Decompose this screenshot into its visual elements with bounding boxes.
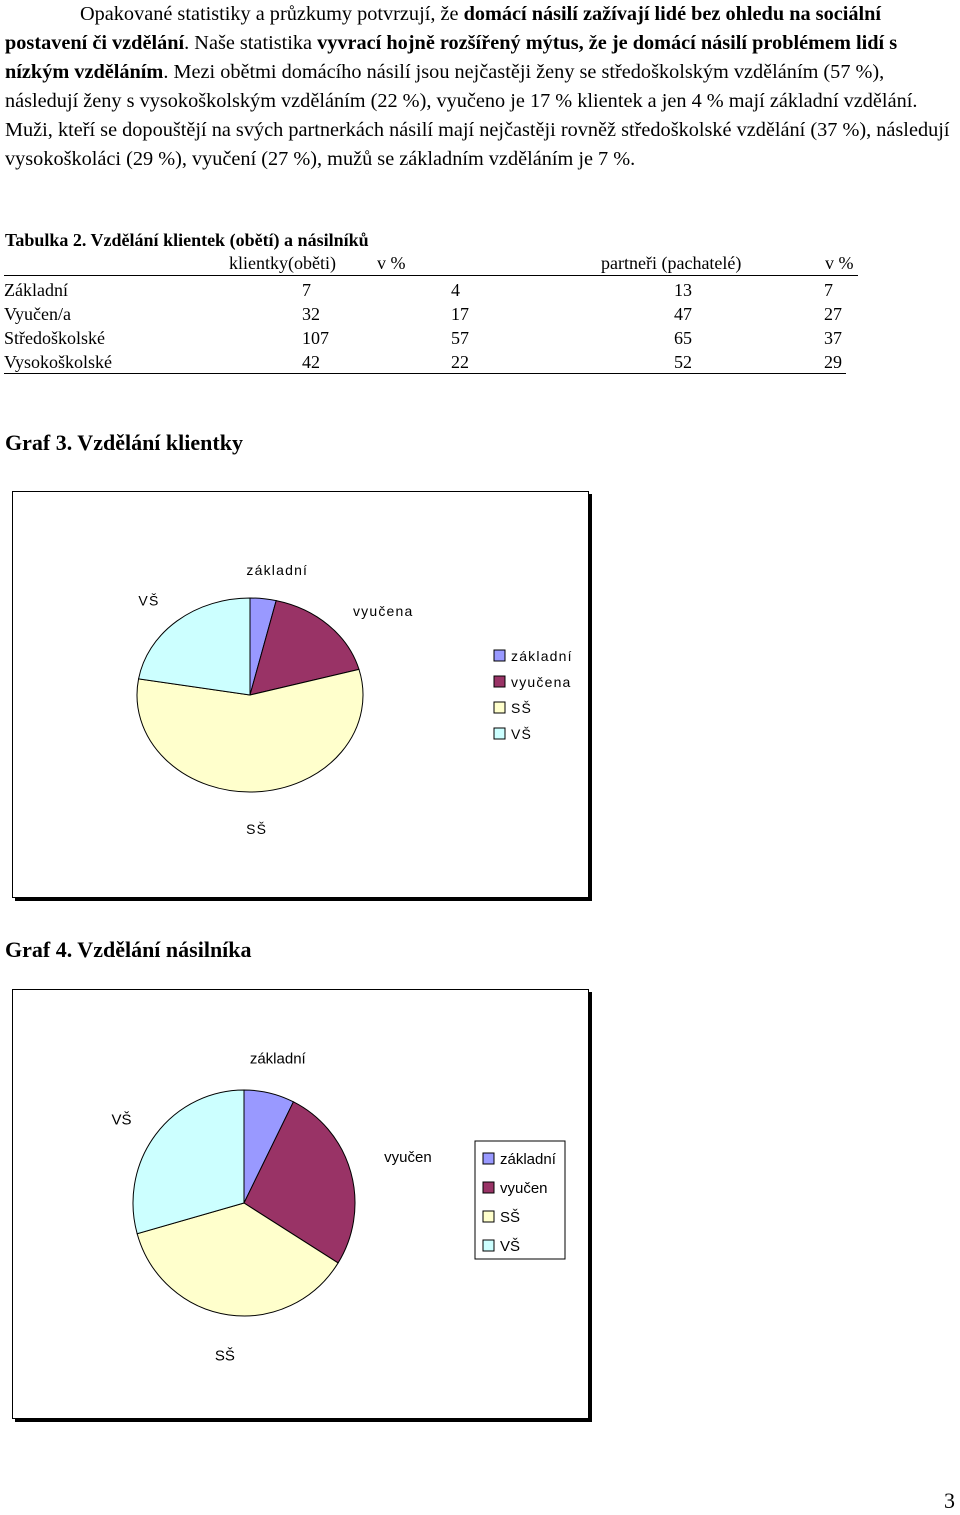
chart-4-pie: základní vyučen SŠ VŠ základní vyučen SŠ VŠ [112,1051,566,1365]
pie-label-3: VŠ [112,1112,132,1129]
row-label: Středoškolské [4,328,105,348]
chart-4-title: Graf 4. Vzdělání násilníka [5,937,252,962]
legend-swatch-1 [482,1181,495,1194]
paragraph-text-1: Opakované statistiky a průzkumy potvrzuj… [80,3,464,25]
table-header-rule [4,275,858,276]
paragraph-bold-1: domácí násilí zažívají lidé bez ohledu n… [5,3,882,54]
pie-label-1: vyučen [384,1149,432,1166]
pie-slice-1 [249,600,360,696]
cell-clients-pct: 17 [451,304,469,324]
chart-3-pie: základní vyučena SŠ VŠ základní vyučena SŠ VŠ [136,562,573,837]
cell-clients: 107 [302,328,329,348]
cell-partners: 65 [674,328,692,348]
page-number: 3 [944,1488,955,1513]
chart-3-title: Graf 3. Vzdělání klientky [5,430,243,455]
cell-clients: 32 [302,304,320,324]
cell-clients-pct: 22 [451,352,469,372]
paragraph-text-2: . Naše statistika [184,32,318,54]
pie-label-0: základní [250,1051,307,1068]
pie-label-2: SŠ [246,821,267,837]
paragraph-text-3: . Mezi obětmi domácího násilí jsou nejča… [5,61,950,170]
pie-slice-2 [136,668,364,793]
cell-partners: 13 [674,280,692,300]
chart-3-frame: základní vyučena SŠ VŠ základní vyučena SŠ VŠ [12,491,589,898]
legend-label-2: SŠ [511,700,532,716]
cell-partners-pct: 29 [824,352,842,372]
paragraph-bold-2: vyvrací hojně rozšířený mýtus, že je dom… [5,32,898,83]
col-header-partners-pct: v % [825,253,854,273]
legend-label-2: SŠ [500,1209,520,1226]
chart-4-frame: základní vyučen SŠ VŠ základní vyučen SŠ VŠ [12,989,589,1419]
legend-swatch-3 [482,1239,495,1252]
col-header-clients: klientky(oběti) [229,253,336,273]
cell-partners-pct: 7 [824,280,833,300]
pie-slice-2 [136,1202,339,1317]
legend-label-1: vyučena [511,674,572,690]
cell-partners-pct: 27 [824,304,842,324]
intro-paragraph: Opakované statistiky a průzkumy potvrzuj… [5,0,957,174]
pie-label-0: základní [246,562,308,578]
legend-swatch-1 [493,675,506,688]
col-header-clients-pct: v % [377,253,406,273]
legend-label-0: základní [511,648,573,664]
cell-partners: 52 [674,352,692,372]
cell-clients-pct: 4 [451,280,460,300]
legend-label-0: základní [500,1151,557,1168]
cell-clients: 7 [302,280,311,300]
pie-label-1: vyučena [353,603,414,619]
chart-3-legend: základní vyučena SŠ VŠ [493,648,573,742]
pie-slice-3 [137,597,251,696]
table-caption: Tabulka 2. Vzdělání klientek (obětí) a n… [5,230,369,250]
legend-swatch-2 [482,1210,495,1223]
pie-label-2: SŠ [215,1348,235,1365]
pie-label-3: VŠ [138,593,159,609]
cell-clients: 42 [302,352,320,372]
row-label: Vysokoškolské [4,352,113,372]
legend-swatch-0 [482,1152,495,1165]
legend-swatch-2 [493,701,506,714]
chart-4-legend: základní vyučen SŠ VŠ [474,1140,566,1260]
legend-label-3: VŠ [500,1238,520,1255]
legend-label-3: VŠ [511,726,532,742]
pie-slice-3 [132,1089,245,1235]
legend-label-1: vyučen [500,1180,548,1197]
legend-swatch-0 [493,649,506,662]
pie-slice-1 [243,1101,356,1264]
col-header-partners: partneři (pachatelé) [601,253,742,273]
cell-clients-pct: 57 [451,328,469,348]
row-label: Vyučen/a [4,304,71,324]
legend-swatch-3 [493,727,506,740]
table-bottom-rule [4,373,846,374]
cell-partners-pct: 37 [824,328,842,348]
cell-partners: 47 [674,304,692,324]
row-label: Základní [4,280,68,300]
